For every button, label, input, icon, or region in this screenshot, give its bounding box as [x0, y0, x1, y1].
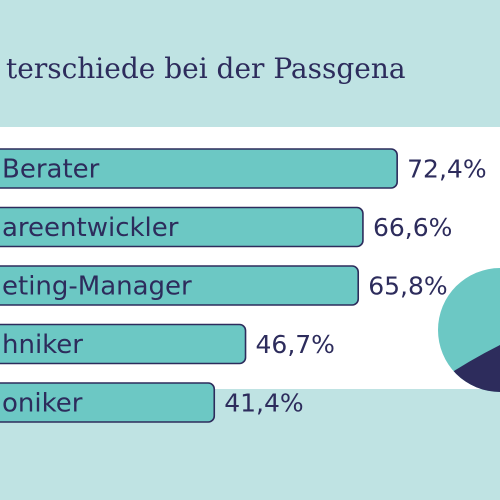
bar-category-label: hniker [2, 330, 83, 360]
bar [0, 382, 216, 423]
bars-layer: Berater 72,4% areentwickler 66,6% eting-Mana… [0, 148, 487, 423]
bar [0, 206, 364, 248]
bar-value-label: 41,4% [224, 389, 303, 418]
chart-title-text: terschiede bei der Passgena [6, 52, 406, 85]
bar [0, 323, 247, 365]
bar-category-label: oniker [2, 389, 83, 419]
bar-value-label: 46,7% [256, 330, 335, 359]
bar-value-label: 66,6% [373, 213, 452, 242]
bar-category-label: eting-Manager [2, 272, 192, 302]
bar-category-label: Berater [2, 155, 100, 185]
bar-category-label: areentwickler [2, 213, 179, 243]
chart-title: terschiede bei der Passgena [0, 52, 500, 85]
bar [0, 148, 398, 189]
bar-value-label: 65,8% [368, 272, 447, 301]
bar [0, 265, 360, 306]
bar-value-label: 72,4% [407, 155, 486, 184]
